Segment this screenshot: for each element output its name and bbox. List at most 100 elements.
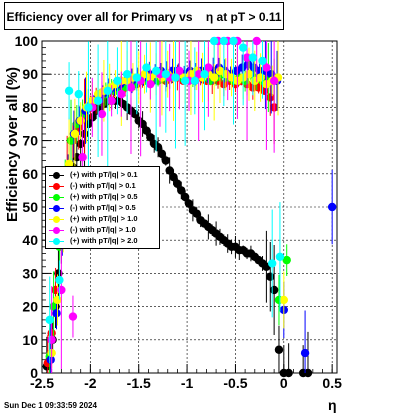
data-point [255,66,264,76]
legend-marker [53,183,60,190]
data-point [242,53,252,62]
data-point [52,309,61,318]
legend-label: (+) with pT/|q| > 1.0 [70,214,138,223]
legend-entry: (+) with pT/|q| > 0.1 [46,170,159,181]
legend-label: (-) with pT/|q| > 1.0 [70,225,136,234]
data-point [303,368,313,378]
data-point [173,179,182,188]
data-point [238,43,248,52]
data-point [113,76,122,86]
data-point [64,86,74,96]
data-point [229,36,238,46]
data-point [327,202,337,212]
legend-label: (+) with pT/|q| > 0.1 [70,170,138,179]
data-point [300,348,310,358]
data-point [161,70,171,79]
data-point [45,315,54,325]
data-point [269,285,279,295]
data-point [64,159,74,169]
x-tick-label: -1.5 [127,375,151,391]
data-point [57,285,66,295]
x-tick-label: 0.5 [322,375,342,391]
data-point [252,36,261,46]
legend-entry: (+) with pT/|q| > 1.0 [46,214,159,225]
data-point [190,76,200,86]
data-point [70,129,80,139]
data-point [103,86,112,96]
data-point [284,368,293,378]
data-point [151,66,161,76]
data-point [76,116,85,125]
data-point [267,70,276,79]
legend-entry: (+) with pT/|q| > 2.0 [46,236,159,247]
data-point [84,103,93,112]
legend-marker [53,172,60,179]
y-tick-label: 0 [30,365,38,381]
x-tick-label: -0.5 [223,375,247,391]
legend-marker [53,227,60,234]
legend-entry: (-) with pT/|q| > 1.0 [46,225,159,236]
data-point [192,209,201,218]
data-point [262,63,271,72]
y-tick-label: 30 [22,265,38,281]
legend-entry: (+) with pT/|q| > 0.5 [46,192,159,203]
data-point [122,70,132,79]
y-tick-label: 70 [22,133,38,149]
y-tick-label: 40 [22,232,38,248]
x-tick-label: -2.5 [30,375,54,391]
data-point [274,345,284,354]
data-point [161,156,171,165]
y-tick-label: 100 [15,33,39,49]
data-point [97,109,107,119]
chart-title-box: Efficiency over all for Primary vs η at … [4,2,284,30]
data-point [74,89,83,99]
x-axis-label: η [328,397,337,413]
data-point [171,73,180,82]
data-point [55,275,64,285]
data-point [248,53,258,62]
legend-label: (+) with pT/|q| > 2.0 [70,236,138,245]
x-tick-label: 0 [280,375,288,391]
data-point [266,93,275,102]
data-point [200,70,209,79]
data-point [142,63,151,72]
data-point [177,186,186,195]
data-point [258,56,267,66]
y-tick-label: 50 [22,199,38,215]
data-point [175,66,184,76]
legend-label: (-) with pT/|q| > 0.5 [70,203,136,212]
legend-marker [53,205,60,212]
data-point [68,312,78,321]
data-point [267,259,277,268]
data-point [47,335,56,344]
data-point [279,295,289,305]
data-point [266,272,275,281]
data-point [53,295,62,305]
chart-title: Efficiency over all for Primary vs η at … [6,10,282,24]
legend-label: (-) with pT/|q| > 0.1 [70,181,136,190]
data-point [194,70,203,79]
y-axis-label: Efficiency over all (%) [4,66,21,222]
legend-marker [53,194,60,201]
data-point [269,76,279,86]
y-tick-label: 10 [22,332,38,348]
x-tick-label: -2 [84,375,97,391]
data-point [256,73,265,82]
data-point [157,149,167,159]
data-point [209,73,219,82]
data-point [46,355,55,364]
y-tick-label: 80 [22,99,38,115]
legend: (+) with pT/|q| > 0.1 (-) with pT/|q| > 0… [45,166,160,249]
data-point [282,255,291,265]
data-point [107,96,116,105]
data-point [132,73,141,82]
y-tick-label: 20 [22,299,38,315]
data-point [78,153,87,162]
data-point [180,76,190,86]
data-point [209,36,219,46]
legend-entry: (-) with pT/|q| > 0.5 [46,203,159,214]
data-point [244,70,254,79]
y-tick-label: 60 [22,166,38,182]
data-point [117,89,126,99]
